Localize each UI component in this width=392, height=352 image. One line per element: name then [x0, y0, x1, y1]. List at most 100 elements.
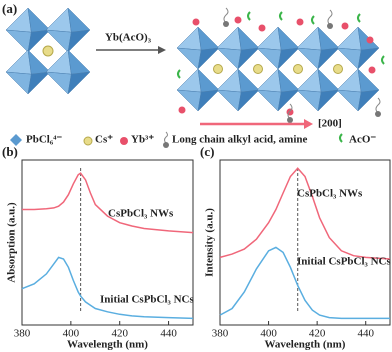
- direction: [200]: [318, 118, 342, 130]
- series-label: CsPbCl₃ NWs: [297, 188, 363, 200]
- ion: [178, 106, 186, 114]
- ion: [327, 23, 333, 29]
- x-tick-label: 380: [14, 328, 31, 340]
- octahedron-face: [277, 47, 300, 70]
- octahedron-face: [357, 68, 380, 93]
- legend-octahedron: [10, 134, 22, 146]
- series-line: [22, 172, 194, 234]
- octahedron-face: [336, 89, 362, 112]
- octahedron-face: [5, 49, 32, 75]
- legend-ligand: [164, 131, 168, 144]
- octahedron-face: [216, 26, 242, 51]
- ion: [368, 66, 376, 74]
- plot-frame: [219, 159, 391, 326]
- x-axis-label: Wavelength (nm): [67, 339, 148, 351]
- legend-yb: [120, 137, 128, 145]
- octahedron-face: [216, 89, 242, 112]
- octahedron-face: [45, 71, 72, 95]
- octahedron-face: [317, 47, 340, 70]
- octahedron-face: [176, 47, 202, 70]
- octahedron-face: [27, 29, 51, 53]
- ion: [258, 24, 266, 32]
- ligand: [375, 97, 381, 114]
- aco: [247, 11, 251, 21]
- series-label: Initial CsPbCl₃ NCs: [297, 256, 391, 268]
- aco: [279, 11, 283, 21]
- x-tick-label: 400: [63, 328, 80, 340]
- octahedron-face: [176, 26, 202, 51]
- arrow-head: [158, 46, 166, 54]
- legend-label: PbCl₆⁴⁻: [26, 134, 62, 146]
- ligand: [327, 9, 333, 26]
- octahedron-face: [317, 89, 340, 112]
- octahedron-face: [237, 89, 260, 112]
- reagent: Yb(AcO)₃: [105, 32, 152, 44]
- octahedron-face: [357, 47, 380, 70]
- ion: [375, 111, 381, 117]
- ion: [223, 21, 229, 27]
- arrow-head: [304, 119, 313, 129]
- octahedron-face: [336, 26, 362, 51]
- octahedron-face: [357, 89, 380, 112]
- octahedron-face: [5, 29, 32, 53]
- ion: [366, 36, 374, 44]
- series-label: CsPbCl₃ NWs: [108, 208, 174, 220]
- legend-label: Cs⁺: [95, 134, 113, 146]
- ion: [192, 18, 200, 26]
- y-axis-label: Absorption (a.u.): [6, 202, 18, 283]
- octahedron-face: [197, 89, 220, 112]
- octahedron-face: [317, 26, 340, 51]
- x-tick-label: 440: [160, 328, 177, 340]
- aco: [381, 55, 385, 65]
- octahedron-face: [67, 7, 91, 33]
- octahedron-face: [67, 49, 91, 75]
- legend-ligand-head: [163, 142, 169, 148]
- aco: [177, 69, 181, 79]
- plot-frame: [21, 159, 194, 326]
- ion: [293, 64, 303, 74]
- panel-label: (a): [2, 1, 17, 16]
- legend-label: Yb³⁺: [131, 134, 154, 146]
- octahedron-face: [277, 89, 300, 112]
- ion: [253, 64, 263, 74]
- octahedron-face: [45, 7, 72, 33]
- x-tick-label: 420: [309, 328, 326, 340]
- octahedron-face: [176, 68, 202, 93]
- octahedron-face: [277, 26, 300, 51]
- ion: [42, 45, 54, 57]
- ion: [213, 64, 223, 74]
- octahedron-face: [67, 71, 91, 95]
- series-line: [219, 167, 391, 260]
- ion: [234, 16, 242, 24]
- ion: [341, 22, 349, 30]
- legend-aco: [339, 133, 343, 143]
- aco: [311, 15, 315, 25]
- octahedron-face: [237, 47, 260, 70]
- ion: [287, 117, 293, 123]
- legend-label: AcO⁻: [349, 134, 376, 146]
- x-tick-label: 400: [260, 328, 277, 340]
- ligand: [223, 7, 229, 24]
- octahedron-face: [197, 47, 220, 70]
- ligand: [287, 103, 293, 120]
- series-line: [21, 256, 194, 320]
- panel-label: (c): [200, 144, 214, 159]
- octahedron-face: [27, 7, 51, 33]
- schematic: [5, 7, 385, 123]
- ion: [333, 64, 343, 74]
- x-tick-label: 380: [212, 328, 229, 340]
- octahedron-face: [296, 26, 322, 51]
- aco: [357, 13, 361, 23]
- legend-cs: [83, 136, 93, 146]
- panel-label: (b): [2, 144, 18, 159]
- legend-label: Long chain alkyl acid, amine: [172, 134, 308, 146]
- y-axis-label: Intensity (a.u.): [204, 208, 216, 277]
- series-line: [219, 246, 390, 320]
- x-axis-label: Wavelength (nm): [265, 339, 346, 351]
- octahedron-face: [5, 71, 32, 95]
- octahedron-face: [256, 89, 282, 112]
- octahedron-face: [296, 89, 322, 112]
- octahedron-face: [27, 71, 51, 95]
- x-tick-label: 440: [357, 328, 374, 340]
- octahedron-face: [197, 26, 220, 51]
